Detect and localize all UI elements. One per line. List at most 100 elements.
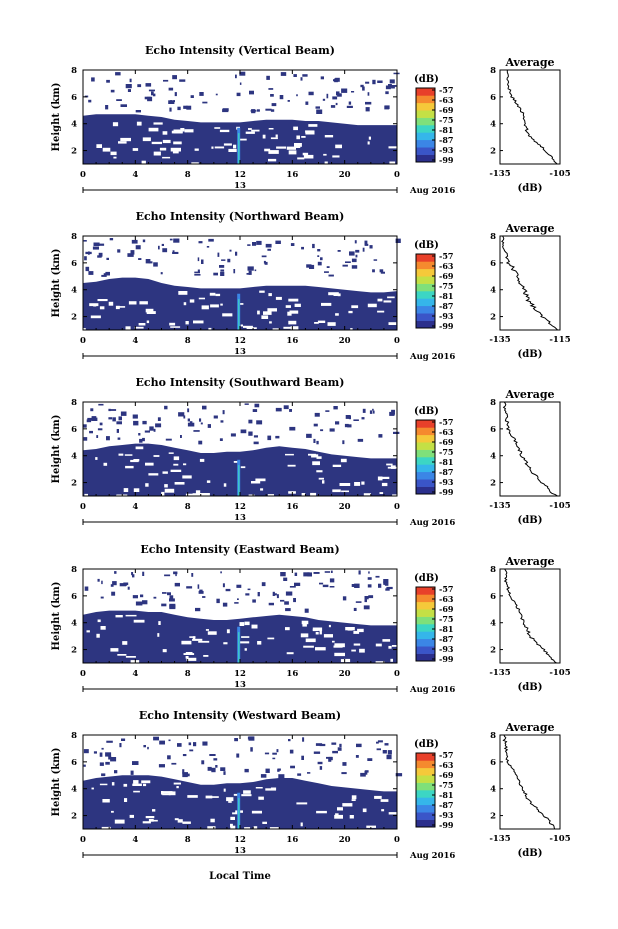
echo-speckle <box>294 572 298 576</box>
echo-gap <box>178 291 188 295</box>
colorbar-segment <box>416 638 435 647</box>
echo-gap <box>374 795 382 799</box>
colorbar-segment <box>416 812 435 820</box>
echo-gap <box>189 636 196 638</box>
echo-speckle <box>133 420 139 426</box>
echo-speckle <box>201 760 205 765</box>
echo-speckle <box>189 749 194 752</box>
echo-gap <box>86 630 90 633</box>
colorbar-segment <box>416 767 435 776</box>
echo-gap <box>312 628 318 632</box>
echo-speckle <box>354 240 357 244</box>
echo-speckle <box>316 440 319 445</box>
echo-spike-core <box>238 133 240 164</box>
echo-speckle <box>355 601 362 603</box>
echo-gap <box>173 782 181 785</box>
colorbar-frame <box>415 87 436 163</box>
echo-speckle <box>297 773 302 776</box>
echo-speckle <box>171 762 177 765</box>
echo-speckle <box>207 424 211 428</box>
echo-speckle <box>332 96 338 100</box>
echo-speckle <box>324 571 330 573</box>
echo-speckle <box>306 264 312 268</box>
echo-gap <box>112 122 119 127</box>
echo-gap <box>342 803 353 807</box>
echo-gap <box>296 802 308 805</box>
echo-speckle <box>333 406 338 410</box>
echo-gap <box>263 311 272 315</box>
echo-speckle <box>88 251 90 255</box>
colorbar-segment <box>416 117 435 126</box>
echo-speckle <box>168 87 174 91</box>
echo-gap <box>302 622 307 627</box>
colorbar-segment <box>416 464 435 473</box>
echo-speckle <box>202 596 206 598</box>
echo-speckle <box>313 423 318 427</box>
echo-gap <box>162 791 173 794</box>
echo-gap <box>230 816 235 820</box>
x-tick-label: 16 <box>286 502 298 512</box>
echo-speckle <box>252 409 258 412</box>
echo-speckle <box>248 270 252 275</box>
echo-speckle <box>106 740 113 743</box>
echo-speckle <box>250 747 253 752</box>
echo-speckle <box>335 77 340 82</box>
colorbar-segment <box>416 268 435 277</box>
echo-gap <box>317 320 326 323</box>
echo-gap <box>276 146 287 149</box>
echo-gap <box>185 493 197 498</box>
echo-gap <box>122 641 128 645</box>
echo-gap <box>233 461 238 463</box>
echo-gap <box>193 320 204 324</box>
echo-gap <box>134 326 144 329</box>
echo-gap <box>387 296 395 299</box>
echo-speckle <box>179 79 186 82</box>
echo-speckle <box>324 271 329 273</box>
echo-gap <box>182 475 192 479</box>
echo-gap <box>321 302 332 306</box>
colorbar-unit: (dB) <box>414 739 439 750</box>
average-title: Average <box>504 388 554 401</box>
echo-speckle <box>143 745 146 748</box>
echo-speckle <box>290 750 293 753</box>
echo-speckle <box>135 245 141 250</box>
y-axis-label: Height (km) <box>51 415 62 484</box>
echo-speckle <box>272 593 277 596</box>
echo-speckle <box>285 608 291 612</box>
colorbar-segment <box>416 479 435 487</box>
colorbar-tick-label: -93 <box>439 810 454 820</box>
echo-speckle <box>236 92 241 97</box>
echo-gap <box>293 126 298 131</box>
echo-gap <box>192 636 196 640</box>
echo-gap <box>270 137 278 140</box>
echo-speckle <box>270 94 274 97</box>
echo-speckle <box>341 772 347 775</box>
colorbar-segment <box>416 110 435 118</box>
echo-gap <box>262 821 267 824</box>
echo-speckle <box>353 607 357 611</box>
echo-speckle <box>265 768 270 773</box>
echo-speckle <box>91 417 98 421</box>
colorbar-tick-label: -69 <box>439 770 454 780</box>
colorbar-frame <box>415 253 436 329</box>
echo-gap <box>226 797 234 802</box>
echo-gap <box>136 121 142 126</box>
echo-speckle <box>346 105 353 108</box>
echo-gap <box>332 489 341 493</box>
echo-speckle <box>293 74 297 77</box>
echo-speckle <box>83 749 89 754</box>
panel-1: Echo Intensity (Northward Beam) 2 4 6 8 Heigh… <box>51 210 571 362</box>
colorbar-tick-label: -99 <box>439 487 454 497</box>
echo-speckle <box>182 772 188 778</box>
echo-gap <box>335 813 339 816</box>
echo-speckle <box>329 586 335 588</box>
echo-speckle <box>91 416 97 419</box>
colorbar-segment <box>416 646 435 654</box>
average-x-label: (dB) <box>518 848 543 859</box>
echo-speckle <box>395 773 403 777</box>
echo-speckle <box>167 755 171 760</box>
echo-speckle <box>342 440 345 445</box>
colorbar-tick-label: -93 <box>439 311 454 321</box>
echo-gap <box>244 648 247 651</box>
echo-speckle <box>191 573 194 577</box>
